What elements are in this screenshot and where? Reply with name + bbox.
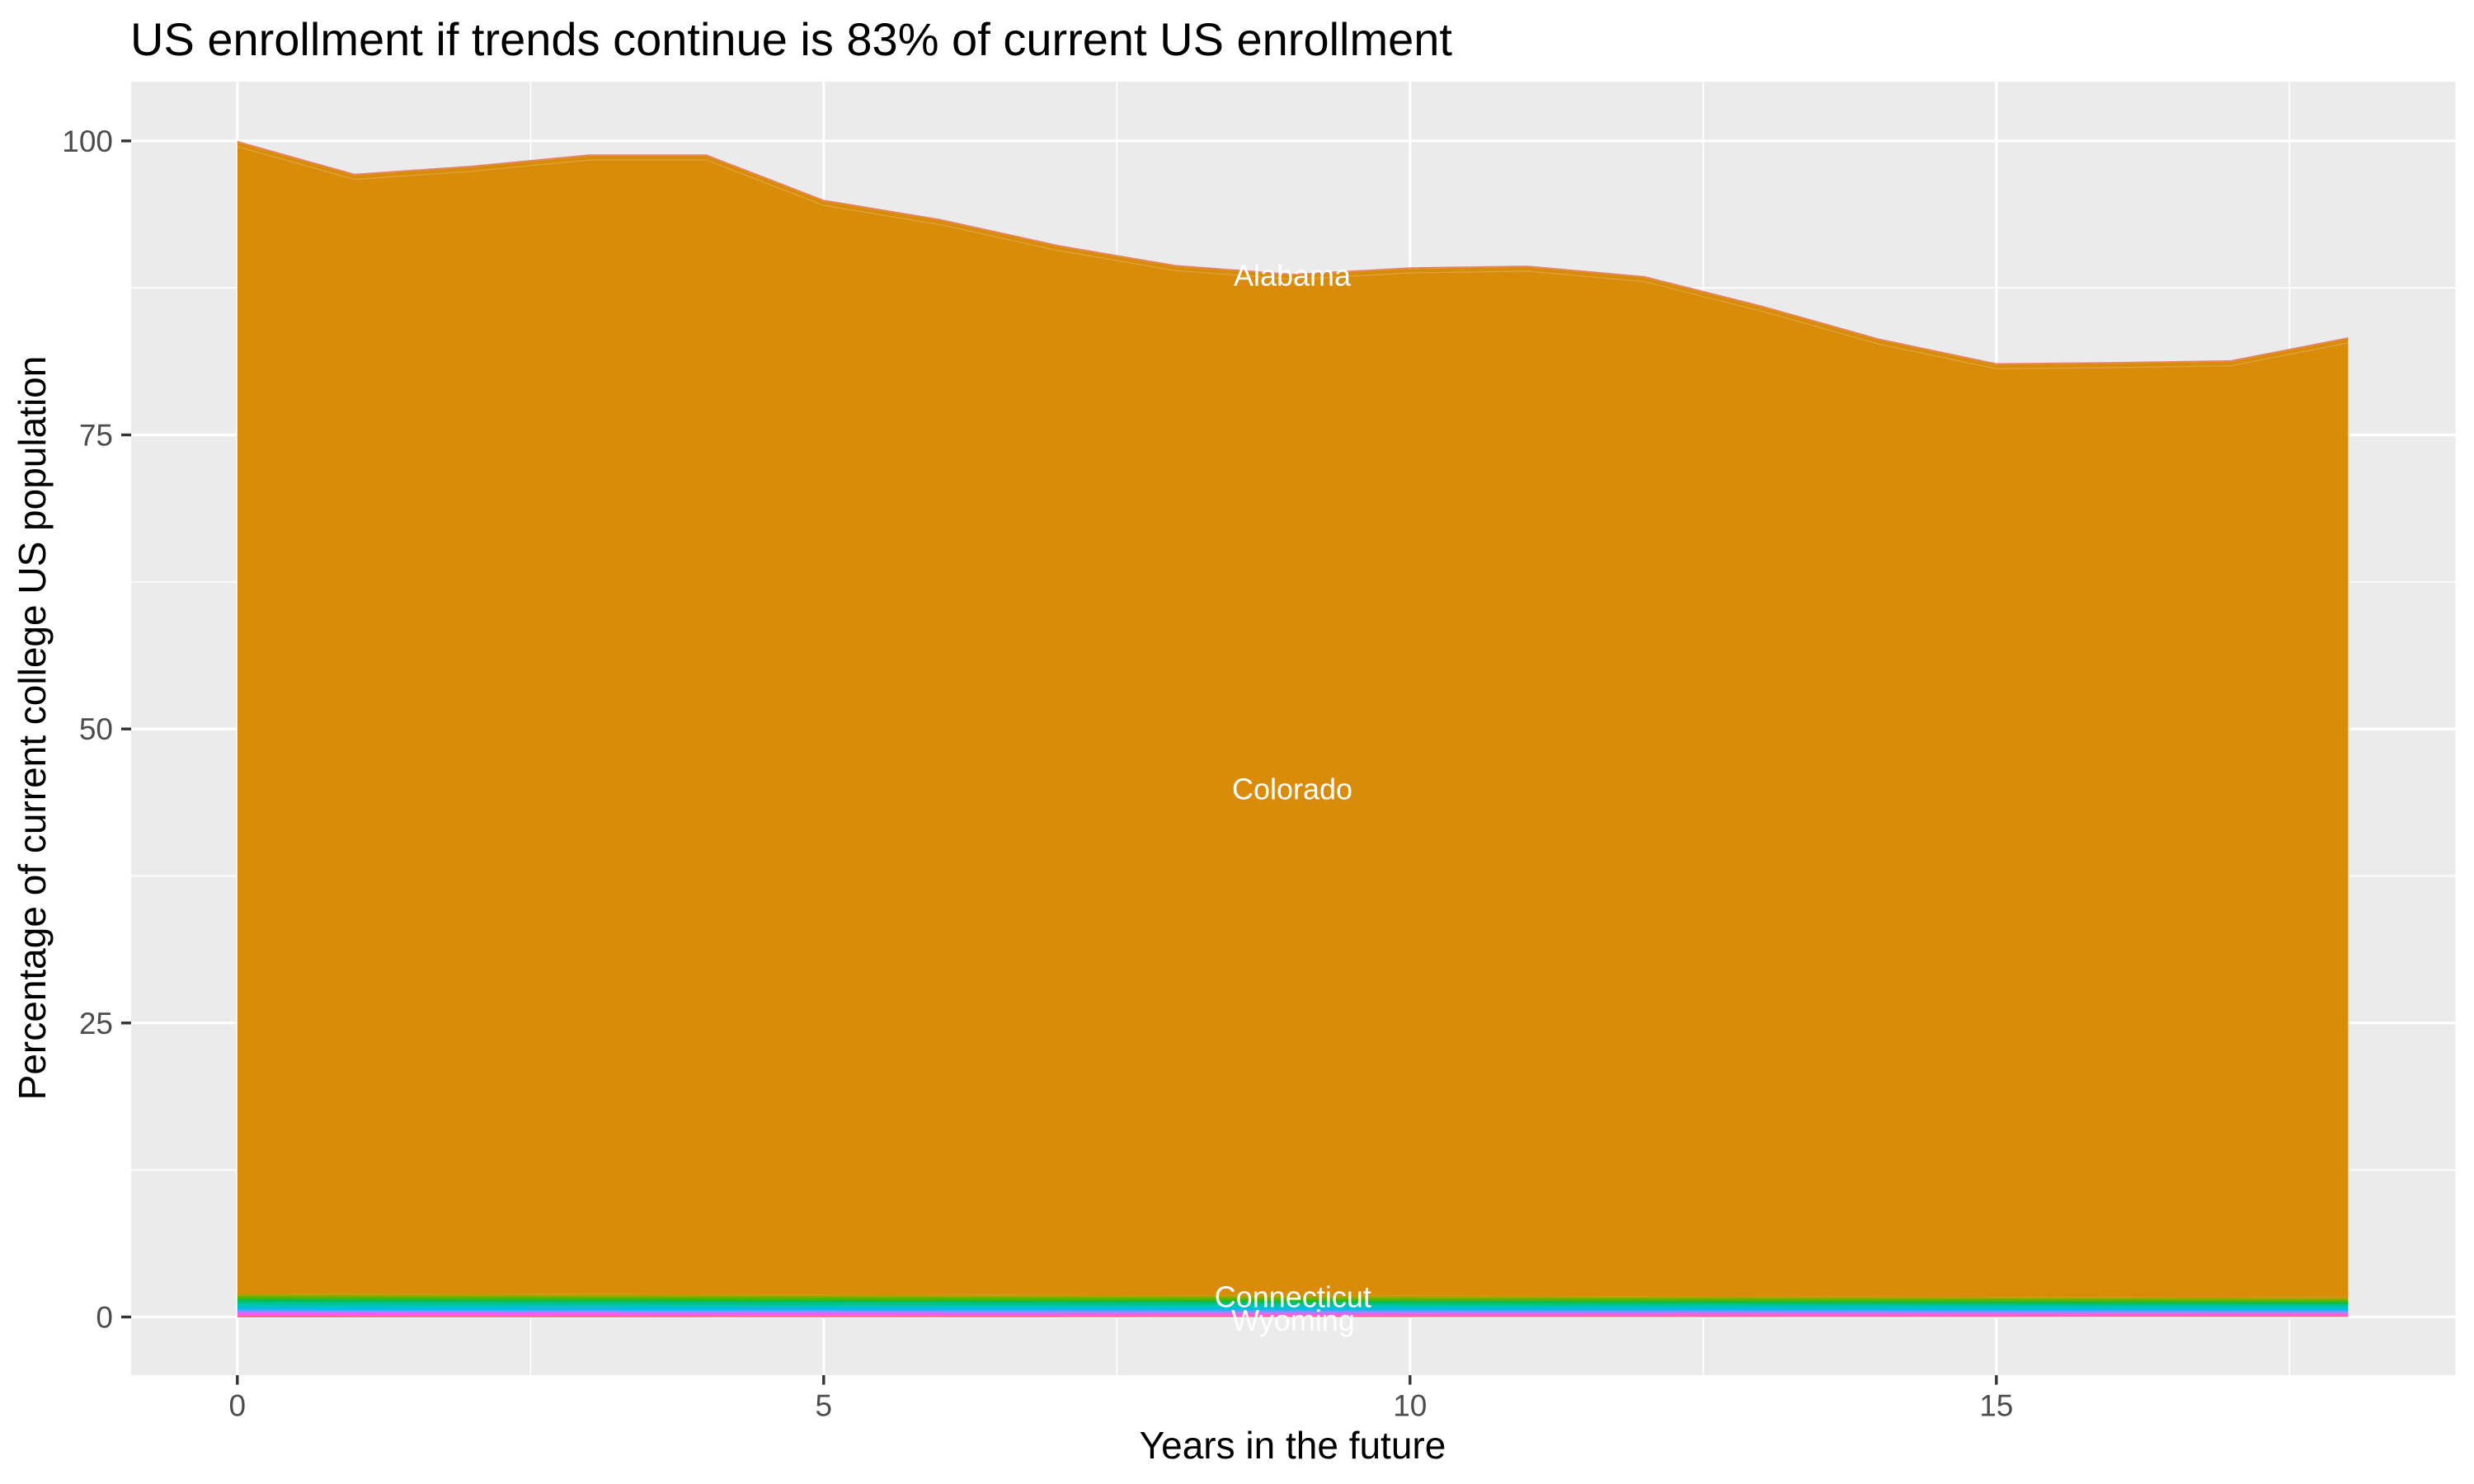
svg-text:75: 75 — [79, 419, 113, 453]
svg-text:25: 25 — [79, 1007, 113, 1040]
svg-text:Connecticut: Connecticut — [1215, 1280, 1371, 1313]
svg-text:10: 10 — [1393, 1389, 1427, 1423]
svg-text:Percentage of current college: Percentage of current college US populat… — [11, 356, 54, 1101]
svg-text:Colorado: Colorado — [1232, 773, 1352, 806]
svg-text:Wyoming: Wyoming — [1231, 1303, 1355, 1337]
svg-text:Alabama: Alabama — [1234, 259, 1352, 293]
svg-text:0: 0 — [96, 1300, 113, 1334]
svg-text:50: 50 — [79, 712, 113, 746]
svg-text:0: 0 — [229, 1389, 247, 1423]
svg-text:US enrollment if trends contin: US enrollment if trends continue is 83% … — [130, 13, 1452, 65]
svg-text:5: 5 — [816, 1389, 833, 1423]
svg-text:15: 15 — [1979, 1389, 2013, 1423]
svg-text:100: 100 — [62, 124, 113, 158]
svg-text:Years in the future: Years in the future — [1140, 1424, 1446, 1467]
